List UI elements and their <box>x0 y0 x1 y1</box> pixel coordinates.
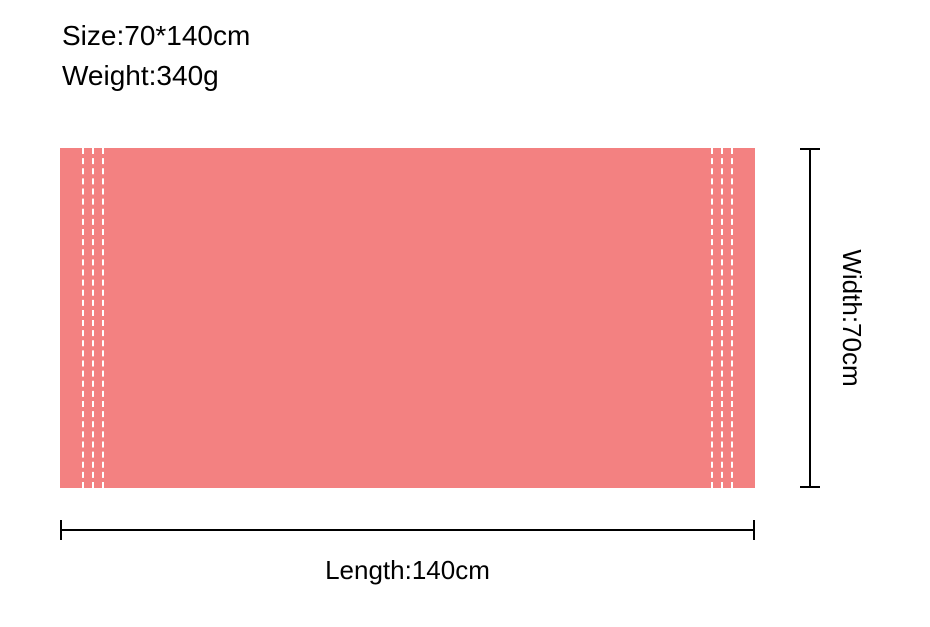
bracket-line <box>60 529 755 531</box>
spec-header: Size:70*140cm Weight:340g <box>62 20 250 92</box>
stitch-line <box>721 148 723 488</box>
length-label: Length:140cm <box>60 555 755 586</box>
bracket-cap <box>753 520 755 540</box>
stitch-line <box>731 148 733 488</box>
bracket-cap <box>800 486 820 488</box>
stitch-line <box>711 148 713 488</box>
bracket-line <box>809 148 811 488</box>
width-label: Width:70cm <box>836 249 867 386</box>
length-bracket <box>60 520 755 540</box>
stitch-line <box>92 148 94 488</box>
stitch-line <box>82 148 84 488</box>
weight-text: Weight:340g <box>62 60 250 92</box>
size-text: Size:70*140cm <box>62 20 250 52</box>
stitch-line <box>102 148 104 488</box>
width-bracket <box>800 148 820 488</box>
towel-rectangle <box>60 148 755 488</box>
